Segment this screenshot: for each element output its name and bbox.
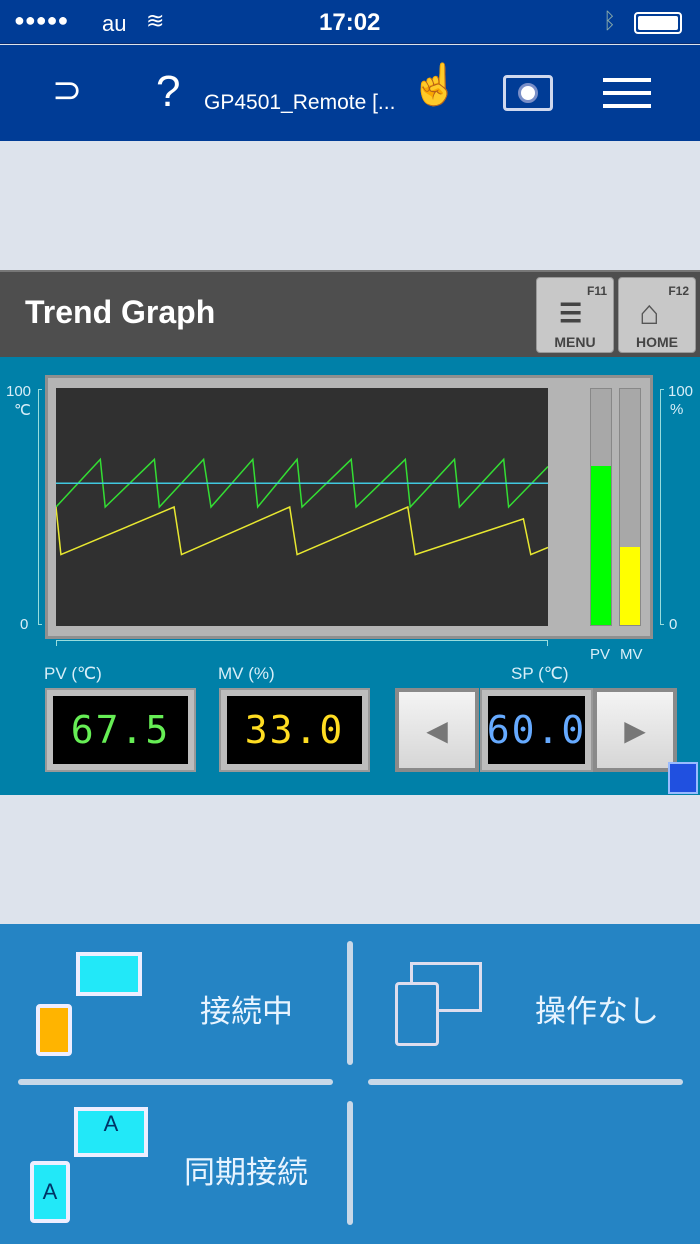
right-axis-unit: % bbox=[670, 401, 684, 418]
divider bbox=[18, 1079, 333, 1085]
battery-icon bbox=[634, 12, 682, 34]
carrier: au bbox=[102, 11, 127, 36]
mv-bar-label: MV bbox=[620, 646, 643, 663]
pv-bar bbox=[590, 388, 612, 626]
left-arrow-icon: ◀ bbox=[426, 714, 448, 746]
sp-display[interactable]: 60.0 bbox=[480, 688, 593, 772]
sp-decrease-button[interactable]: ◀ bbox=[395, 688, 479, 772]
sync-label: 同期接続 bbox=[184, 1155, 308, 1190]
touch-hand-icon[interactable]: ☝ bbox=[410, 63, 460, 107]
screen-header: Trend Graph F11 ☰ MENU F12 ⌂ HOME bbox=[0, 270, 700, 357]
home-button[interactable]: F12 ⌂ HOME bbox=[618, 277, 696, 353]
home-icon: ⌂ bbox=[639, 294, 660, 332]
wifi-icon: ≋ bbox=[146, 8, 165, 33]
pv-value: 67.5 bbox=[53, 696, 188, 764]
sp-label: SP (℃) bbox=[511, 664, 569, 683]
cast-icon[interactable] bbox=[668, 762, 698, 794]
right-axis-min: 0 bbox=[669, 616, 678, 633]
fkey-label: F12 bbox=[668, 284, 689, 298]
pv-label: PV (℃) bbox=[44, 664, 102, 683]
pv-display: 67.5 bbox=[45, 688, 196, 772]
connection-panel: 接続中 操作なし A A 同期接続 bbox=[0, 924, 700, 1244]
left-axis-min: 0 bbox=[20, 616, 29, 633]
pv-bar-fill bbox=[591, 465, 611, 625]
mv-display: 33.0 bbox=[219, 688, 370, 772]
no-operation-label: 操作なし bbox=[535, 994, 659, 1029]
right-axis bbox=[660, 389, 664, 625]
sp-value: 60.0 bbox=[487, 696, 585, 764]
camera-icon[interactable] bbox=[503, 75, 553, 111]
connected-button[interactable]: 接続中 bbox=[0, 924, 345, 1074]
trend-graph-frame bbox=[45, 375, 653, 639]
back-icon[interactable]: ⊃ bbox=[52, 69, 83, 110]
left-axis bbox=[38, 389, 42, 625]
time-axis bbox=[56, 640, 548, 646]
mv-trend-line bbox=[56, 505, 548, 556]
signal-strength: ●●●●● bbox=[14, 10, 69, 30]
sync-connection-button[interactable]: A A 同期接続 bbox=[0, 1089, 345, 1244]
page-title: Trend Graph bbox=[25, 294, 216, 330]
tablet-a-icon: A bbox=[30, 1161, 70, 1223]
divider bbox=[347, 1101, 353, 1225]
divider bbox=[347, 941, 353, 1065]
status-bar: ●●●●● au ≋ 17:02 ᛒ bbox=[0, 0, 700, 44]
home-label: HOME bbox=[636, 334, 678, 350]
tablet-outline-icon bbox=[395, 982, 439, 1046]
monitor-a-icon: A bbox=[74, 1107, 148, 1157]
app-toolbar: ⊃ ? GP4501_Remote [... ☝ bbox=[0, 45, 700, 141]
list-icon: ☰ bbox=[559, 298, 583, 328]
pv-bar-label: PV bbox=[590, 646, 611, 663]
mv-value: 33.0 bbox=[227, 696, 362, 764]
fkey-label: F11 bbox=[586, 284, 607, 298]
mv-label: MV (%) bbox=[218, 664, 275, 683]
menu-label: MENU bbox=[554, 334, 596, 350]
clock: 17:02 bbox=[319, 9, 381, 36]
right-arrow-icon: ▶ bbox=[624, 714, 646, 746]
divider bbox=[368, 1079, 683, 1085]
device-title: GP4501_Remote [... bbox=[204, 91, 396, 114]
no-operation-button[interactable]: 操作なし bbox=[355, 924, 700, 1074]
left-axis-unit: ℃ bbox=[14, 402, 31, 419]
right-axis-max: 100 bbox=[668, 383, 694, 400]
hamburger-menu-icon[interactable] bbox=[603, 78, 651, 108]
mv-bar-fill bbox=[620, 547, 640, 625]
left-axis-max: 100 bbox=[6, 383, 32, 400]
sp-increase-button[interactable]: ▶ bbox=[593, 688, 677, 772]
monitor-icon bbox=[76, 952, 142, 996]
tablet-icon bbox=[36, 1004, 72, 1056]
help-icon[interactable]: ? bbox=[156, 67, 181, 116]
menu-button[interactable]: F11 ☰ MENU bbox=[536, 277, 614, 353]
connected-label: 接続中 bbox=[200, 994, 293, 1029]
mv-bar bbox=[619, 388, 641, 626]
trend-chart bbox=[56, 388, 548, 626]
bluetooth-icon: ᛒ bbox=[603, 8, 617, 33]
